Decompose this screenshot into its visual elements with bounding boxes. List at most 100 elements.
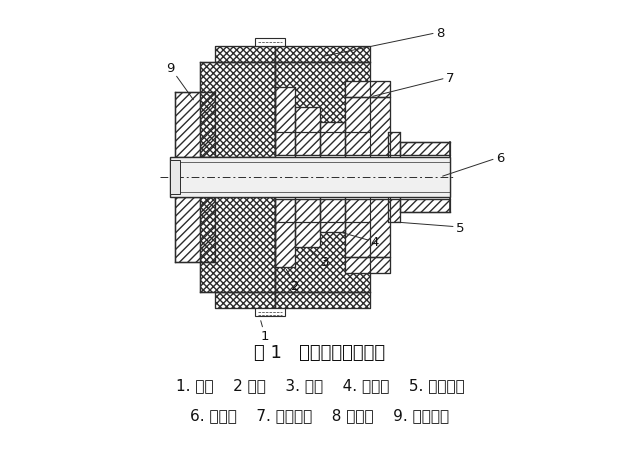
Bar [215,293,275,308]
Bar [175,93,215,157]
Bar [275,47,370,63]
Bar [255,39,285,47]
Bar [200,197,275,293]
Bar [320,200,345,233]
Bar [295,108,320,156]
Text: 3: 3 [309,249,329,269]
Bar [295,108,320,156]
Bar [388,133,400,156]
Text: 6: 6 [443,151,504,177]
Bar [215,293,275,308]
Bar [200,63,275,157]
Bar [400,156,450,200]
Bar [200,197,275,293]
Bar [400,200,450,212]
Bar [275,63,370,133]
Bar [345,82,390,98]
Text: 5: 5 [398,221,464,234]
Bar [275,293,370,308]
Bar [388,133,400,156]
Bar [215,47,275,63]
Text: 7: 7 [372,71,454,97]
Bar [345,156,390,200]
Bar [388,200,400,222]
Text: 4: 4 [342,233,379,249]
Bar [275,88,295,156]
Bar [295,200,320,248]
Bar [388,156,400,200]
Bar [295,200,320,248]
Bar [345,82,390,98]
Bar [400,143,450,156]
Bar [275,47,370,63]
Bar [215,293,275,308]
Text: 图 1   安全离合器结构图: 图 1 安全离合器结构图 [255,343,385,361]
Bar [400,200,450,212]
Bar [345,258,390,273]
Bar [175,93,215,157]
Bar [275,293,370,308]
Bar [295,200,320,248]
Bar [345,98,390,156]
Bar [320,123,345,156]
Bar [400,200,450,212]
Bar [275,222,370,293]
Text: 1: 1 [260,321,269,343]
Bar [320,123,345,156]
Bar [275,88,295,156]
Bar [255,308,285,316]
Bar [175,197,215,263]
Bar [175,197,215,263]
Bar [295,108,320,156]
Bar [215,47,275,63]
Bar [200,63,275,157]
Bar [275,200,295,268]
Bar [345,98,390,156]
Bar [200,157,275,197]
Bar [400,143,450,156]
Bar [175,93,215,157]
Bar [345,200,390,258]
Bar [275,293,370,308]
Bar [345,82,390,98]
Bar [275,156,295,200]
Bar [345,258,390,273]
Bar [275,293,370,308]
Bar [275,222,370,293]
Bar [275,63,370,133]
Bar [275,200,295,268]
Bar [200,197,275,293]
Text: 2: 2 [286,270,300,292]
Bar [345,200,390,258]
Bar [320,156,345,200]
Text: 8: 8 [323,26,444,57]
Bar [388,133,400,156]
Bar [345,98,390,156]
Bar [345,200,390,258]
Bar [215,293,275,308]
Bar [175,157,215,197]
Bar [345,82,390,98]
Bar [215,47,275,63]
Bar [200,63,275,157]
Text: 1. 齿轮    2 压板    3. 蝶簧    4. 花键套    5. 扣紧螺母: 1. 齿轮 2 压板 3. 蝶簧 4. 花键套 5. 扣紧螺母 [175,378,465,393]
Bar [170,161,180,195]
Bar [275,88,295,156]
Bar [320,123,345,156]
Text: 6. 齿轮轴    7. 右支承套    8 摩擦片    9. 左支承套: 6. 齿轮轴 7. 右支承套 8 摩擦片 9. 左支承套 [191,408,449,423]
Bar [388,200,400,222]
Bar [345,258,390,273]
Bar [170,157,450,197]
Bar [215,47,275,63]
Bar [275,47,370,63]
Bar [320,200,345,233]
Bar [295,156,320,200]
Bar [400,143,450,156]
Bar [165,48,555,307]
Bar [345,258,390,273]
Bar [388,200,400,222]
Bar [275,200,295,268]
Bar [275,47,370,63]
Bar [175,197,215,263]
Bar [320,200,345,233]
